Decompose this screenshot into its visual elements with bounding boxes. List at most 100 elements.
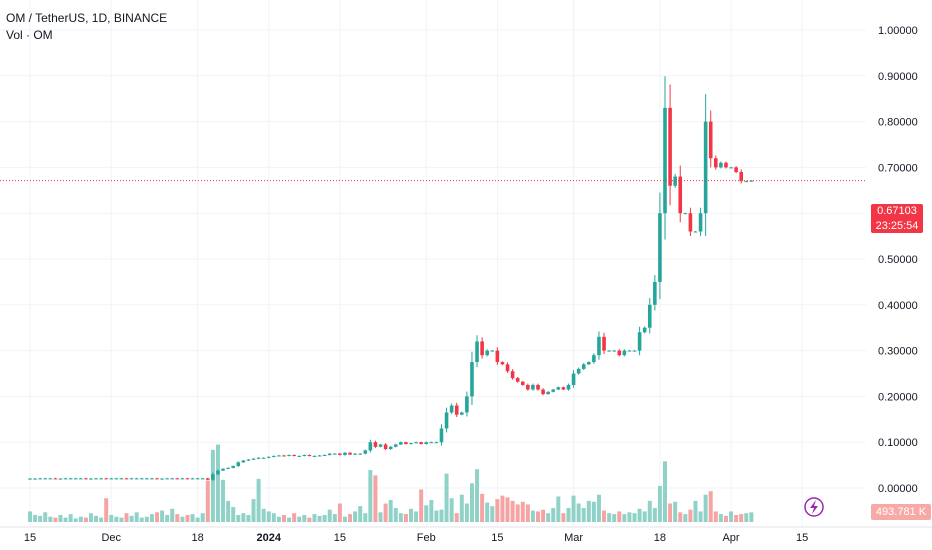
candle-body	[719, 162, 723, 168]
candle-body	[419, 442, 423, 445]
candle-body	[607, 350, 611, 352]
volume-bar	[165, 514, 170, 522]
candle-body	[632, 350, 637, 352]
volume-bar	[652, 507, 657, 522]
volume-bar	[302, 514, 307, 522]
candle-body	[226, 467, 230, 469]
volume-bar	[510, 500, 515, 522]
candle-body	[378, 444, 383, 447]
candle-body	[617, 350, 622, 356]
volume-bar	[327, 509, 332, 522]
candle-body	[698, 213, 703, 232]
candle-body	[333, 453, 337, 455]
candle-body	[221, 468, 225, 471]
volume-bar	[322, 514, 327, 522]
candle-body	[307, 455, 312, 457]
candle-body	[322, 455, 327, 457]
candle-body	[388, 446, 393, 450]
volume-bar	[571, 495, 576, 522]
candle-body	[526, 384, 530, 390]
candle-body	[536, 384, 540, 390]
volume-bar	[546, 513, 551, 522]
time-axis[interactable]: 15 Dec 18 2024 15 Feb 15 Mar 18 Apr 15	[24, 532, 808, 544]
volume-indicator-label[interactable]: Vol · OM	[6, 28, 53, 42]
candle-body	[124, 478, 129, 480]
volume-bar	[480, 493, 485, 522]
volume-bar	[698, 511, 703, 522]
volume-bar	[566, 507, 571, 522]
price-tick-label: 0.40000	[878, 300, 918, 312]
candle-body	[114, 478, 119, 480]
volume-bar	[703, 494, 708, 522]
volume-bar	[78, 516, 83, 522]
candle-body	[480, 341, 484, 356]
volume-bar	[403, 514, 408, 522]
volume-bar	[688, 509, 693, 522]
price-axis[interactable]: 1.000000.900000.800000.700000.600000.500…	[878, 25, 918, 495]
candle-body	[683, 213, 688, 215]
volume-bar	[718, 514, 723, 522]
candle-body	[119, 478, 124, 480]
volume-bars	[28, 444, 754, 522]
price-tick-label: 0.10000	[878, 437, 918, 449]
volume-bar	[129, 515, 134, 522]
candle-body	[348, 452, 352, 455]
volume-bar	[307, 517, 312, 522]
candle-body	[33, 478, 37, 480]
grid-lines	[0, 0, 866, 527]
candle-body	[99, 478, 103, 480]
candle-body	[175, 478, 180, 480]
candle-body	[404, 442, 408, 445]
time-tick-label: 15	[334, 532, 346, 544]
candle-body	[109, 478, 114, 480]
candle-body	[505, 364, 510, 372]
candle-body	[145, 478, 149, 480]
candle-body	[693, 231, 698, 233]
lightning-bolt-icon[interactable]	[804, 497, 824, 517]
volume-bar	[155, 512, 159, 522]
candle-body	[500, 362, 505, 365]
candle-body	[236, 462, 241, 467]
volume-bar	[363, 513, 368, 522]
time-tick-label: 15	[491, 532, 503, 544]
volume-bar	[632, 513, 637, 522]
volume-bar	[627, 512, 632, 522]
volume-bar	[612, 514, 617, 522]
volume-bar	[221, 479, 226, 522]
volume-bar	[576, 503, 581, 522]
price-tick-label: 0.90000	[878, 71, 918, 83]
candle-body	[302, 455, 307, 457]
candle-body	[272, 455, 276, 457]
volume-bar	[744, 513, 749, 522]
volume-bar	[469, 483, 474, 522]
candle-body	[266, 456, 271, 458]
price-tick-label: 0.30000	[878, 346, 918, 358]
candle-body	[678, 176, 683, 214]
volume-bar	[139, 517, 144, 522]
candle-body	[708, 121, 713, 159]
volume-bar	[459, 494, 464, 522]
volume-bar	[195, 517, 200, 522]
volume-bar	[444, 473, 449, 522]
candle-body	[612, 350, 616, 352]
volume-bar	[668, 503, 673, 522]
volume-bar	[637, 508, 642, 522]
volume-bar	[73, 518, 78, 522]
chart-symbol-title[interactable]: OM / TetherUS, 1D, BINANCE	[6, 11, 168, 25]
volume-bar	[475, 469, 480, 522]
candle-body	[587, 362, 591, 365]
candle-body	[363, 450, 368, 454]
volume-bar	[43, 512, 48, 522]
candle-body	[287, 455, 291, 457]
time-tick-label: Feb	[417, 532, 436, 544]
volume-bar	[99, 517, 104, 522]
candle-body	[729, 167, 733, 169]
volume-bar	[297, 516, 302, 522]
candle-body	[668, 107, 672, 186]
volume-bar	[383, 503, 388, 522]
candle-body	[256, 457, 261, 459]
volume-bar	[617, 511, 622, 522]
candle-body	[63, 478, 68, 480]
candle-body	[393, 444, 398, 447]
